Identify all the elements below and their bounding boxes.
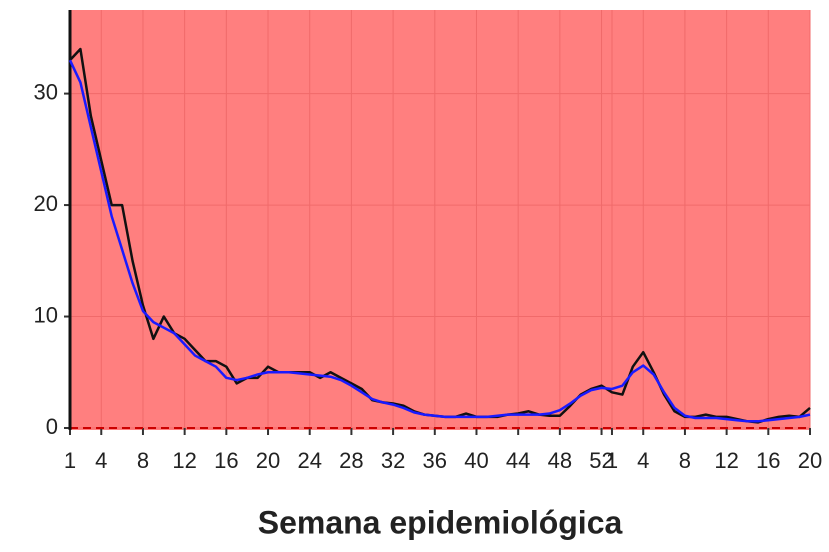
x-tick-label: 4 (637, 448, 649, 473)
x-tick-label: 28 (339, 448, 363, 473)
x-tick-label: 16 (756, 448, 780, 473)
y-tick-label: 10 (34, 302, 58, 327)
x-tick-label: 1 (606, 448, 618, 473)
x-tick-label: 20 (256, 448, 280, 473)
x-tick-label: 52 (589, 448, 613, 473)
x-tick-label: 12 (172, 448, 196, 473)
x-tick-label: 48 (548, 448, 572, 473)
x-tick-label: 40 (464, 448, 488, 473)
x-tick-label: 32 (381, 448, 405, 473)
x-tick-label: 12 (714, 448, 738, 473)
y-tick-label: 20 (34, 191, 58, 216)
y-tick-label: 0 (46, 414, 58, 439)
x-axis-title: Semana epidemiológica (258, 504, 623, 540)
x-tick-label: 24 (297, 448, 321, 473)
x-tick-label: 1 (64, 448, 76, 473)
x-tick-label: 4 (95, 448, 107, 473)
x-tick-label: 20 (798, 448, 822, 473)
x-tick-label: 8 (137, 448, 149, 473)
x-tick-label: 16 (214, 448, 238, 473)
x-tick-label: 44 (506, 448, 530, 473)
y-tick-label: 30 (34, 79, 58, 104)
x-tick-label: 8 (679, 448, 691, 473)
series-line (68, 59, 811, 423)
x-tick-label: 36 (423, 448, 447, 473)
plot-background (70, 10, 810, 430)
